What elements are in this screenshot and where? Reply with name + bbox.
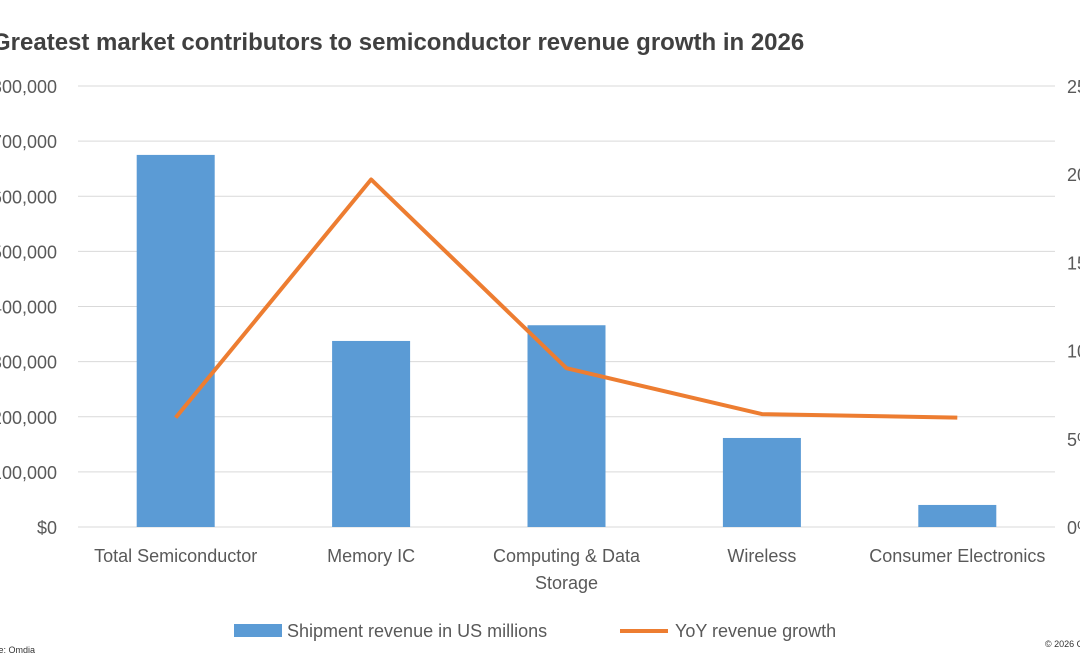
legend-label-bar: Shipment revenue in US millions <box>287 621 547 641</box>
category-label: Memory IC <box>327 546 415 566</box>
bar-3 <box>722 437 801 527</box>
bar-1 <box>332 340 411 527</box>
left-axis-tick: $100,000 <box>0 463 57 483</box>
bar-4 <box>918 504 997 527</box>
category-label: Computing & Data <box>493 546 641 566</box>
right-axis-tick: 20% <box>1067 165 1080 185</box>
right-axis-tick: 25% <box>1067 77 1080 97</box>
legend: Shipment revenue in US millions YoY reve… <box>234 621 836 641</box>
left-axis-tick: $700,000 <box>0 132 57 152</box>
legend-label-line: YoY revenue growth <box>675 621 836 641</box>
legend-swatch-bar <box>234 624 282 637</box>
category-label: Wireless <box>727 546 796 566</box>
copyright-note: © 2026 Omdia <box>1045 639 1080 649</box>
category-label: Consumer Electronics <box>869 546 1045 566</box>
left-axis-tick: $800,000 <box>0 77 57 97</box>
left-axis-tick: $600,000 <box>0 187 57 207</box>
bar-2 <box>527 325 606 527</box>
right-axis-tick: 5% <box>1067 430 1080 450</box>
left-axis-tick: $0 <box>37 518 57 538</box>
category-label: Storage <box>535 573 598 593</box>
category-label: Total Semiconductor <box>94 546 257 566</box>
left-axis-tick: $400,000 <box>0 298 57 318</box>
right-axis-tick: 0% <box>1067 518 1080 538</box>
right-axis-tick: 10% <box>1067 342 1080 362</box>
left-axis-tick: $300,000 <box>0 353 57 373</box>
source-note: Source: Omdia <box>0 645 35 655</box>
left-axis-tick: $200,000 <box>0 408 57 428</box>
chart-title: Greatest market contributors to semicond… <box>0 29 804 56</box>
left-axis-tick: $500,000 <box>0 242 57 262</box>
right-axis-tick: 15% <box>1067 253 1080 273</box>
bar-0 <box>136 154 215 527</box>
